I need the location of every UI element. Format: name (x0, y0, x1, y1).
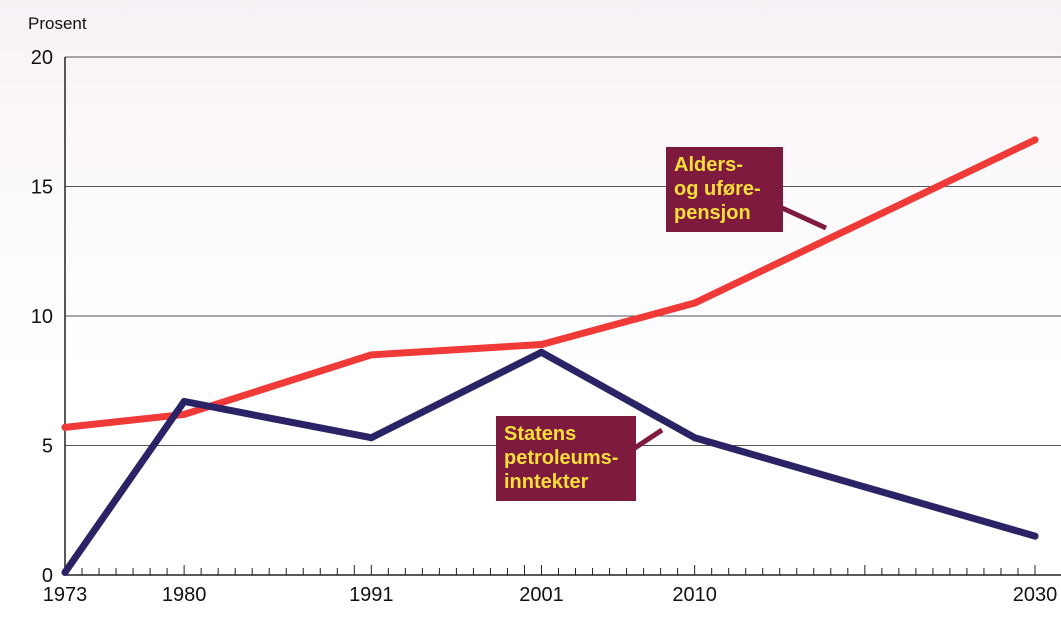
x-tick-label-2030: 2030 (1013, 584, 1058, 606)
annotation-1-line-2: inntekter (504, 471, 589, 493)
y-tick-label-10: 10 (31, 306, 53, 328)
x-tick-label-1973: 1973 (43, 584, 88, 606)
y-axis-label: Prosent (28, 14, 87, 33)
annotation-leader-1 (632, 427, 664, 451)
y-tick-label-5: 5 (42, 436, 53, 458)
annotation-box-1 (496, 416, 636, 501)
y-tick-label-0: 0 (42, 565, 53, 587)
annotation-1-line-0: Statens (504, 423, 576, 445)
annotation-0-line-2: pensjon (674, 202, 751, 224)
series-1-point-2030 (1031, 532, 1039, 540)
series-0-point-1973 (61, 423, 69, 431)
annotation-1-line-1: petroleums- (504, 447, 618, 469)
y-tick-label-15: 15 (31, 177, 53, 199)
x-tick-label-2001: 2001 (519, 584, 564, 606)
x-tick-label-1980: 1980 (162, 584, 207, 606)
axes (64, 57, 1061, 576)
annotation-0-line-0: Alders- (674, 154, 743, 176)
series-0-point-1991 (367, 351, 375, 359)
grid-lines (65, 56, 1061, 446)
annotation-box-0 (666, 147, 783, 232)
annotation-leader-0 (779, 205, 828, 231)
series-0-point-2001 (537, 340, 545, 348)
tick-labels: 0 5 10 15 20 1973 1980 1991 2001 2010 2030 (31, 47, 1058, 606)
series-1-point-2010 (691, 434, 699, 442)
series-lines (61, 136, 1039, 576)
series-1-point-1973 (61, 568, 69, 576)
series-line-1 (61, 348, 1039, 576)
series-1-point-2001 (537, 348, 545, 356)
series-0-point-1980 (180, 410, 188, 418)
series-1-point-1991 (367, 434, 375, 442)
annotation-0-line-1: og uføre- (674, 178, 761, 200)
x-tick-label-1991: 1991 (349, 584, 394, 606)
y-tick-label-20: 20 (31, 47, 53, 69)
series-1-point-1980 (180, 397, 188, 405)
annotations: Alders-og uføre-pensjon Statenspetroleums… (496, 147, 828, 501)
series-line-0 (61, 136, 1039, 431)
series-0-point-2030 (1031, 136, 1039, 144)
x-tick-label-2010: 2010 (672, 584, 717, 606)
series-0-point-2010 (691, 299, 699, 307)
